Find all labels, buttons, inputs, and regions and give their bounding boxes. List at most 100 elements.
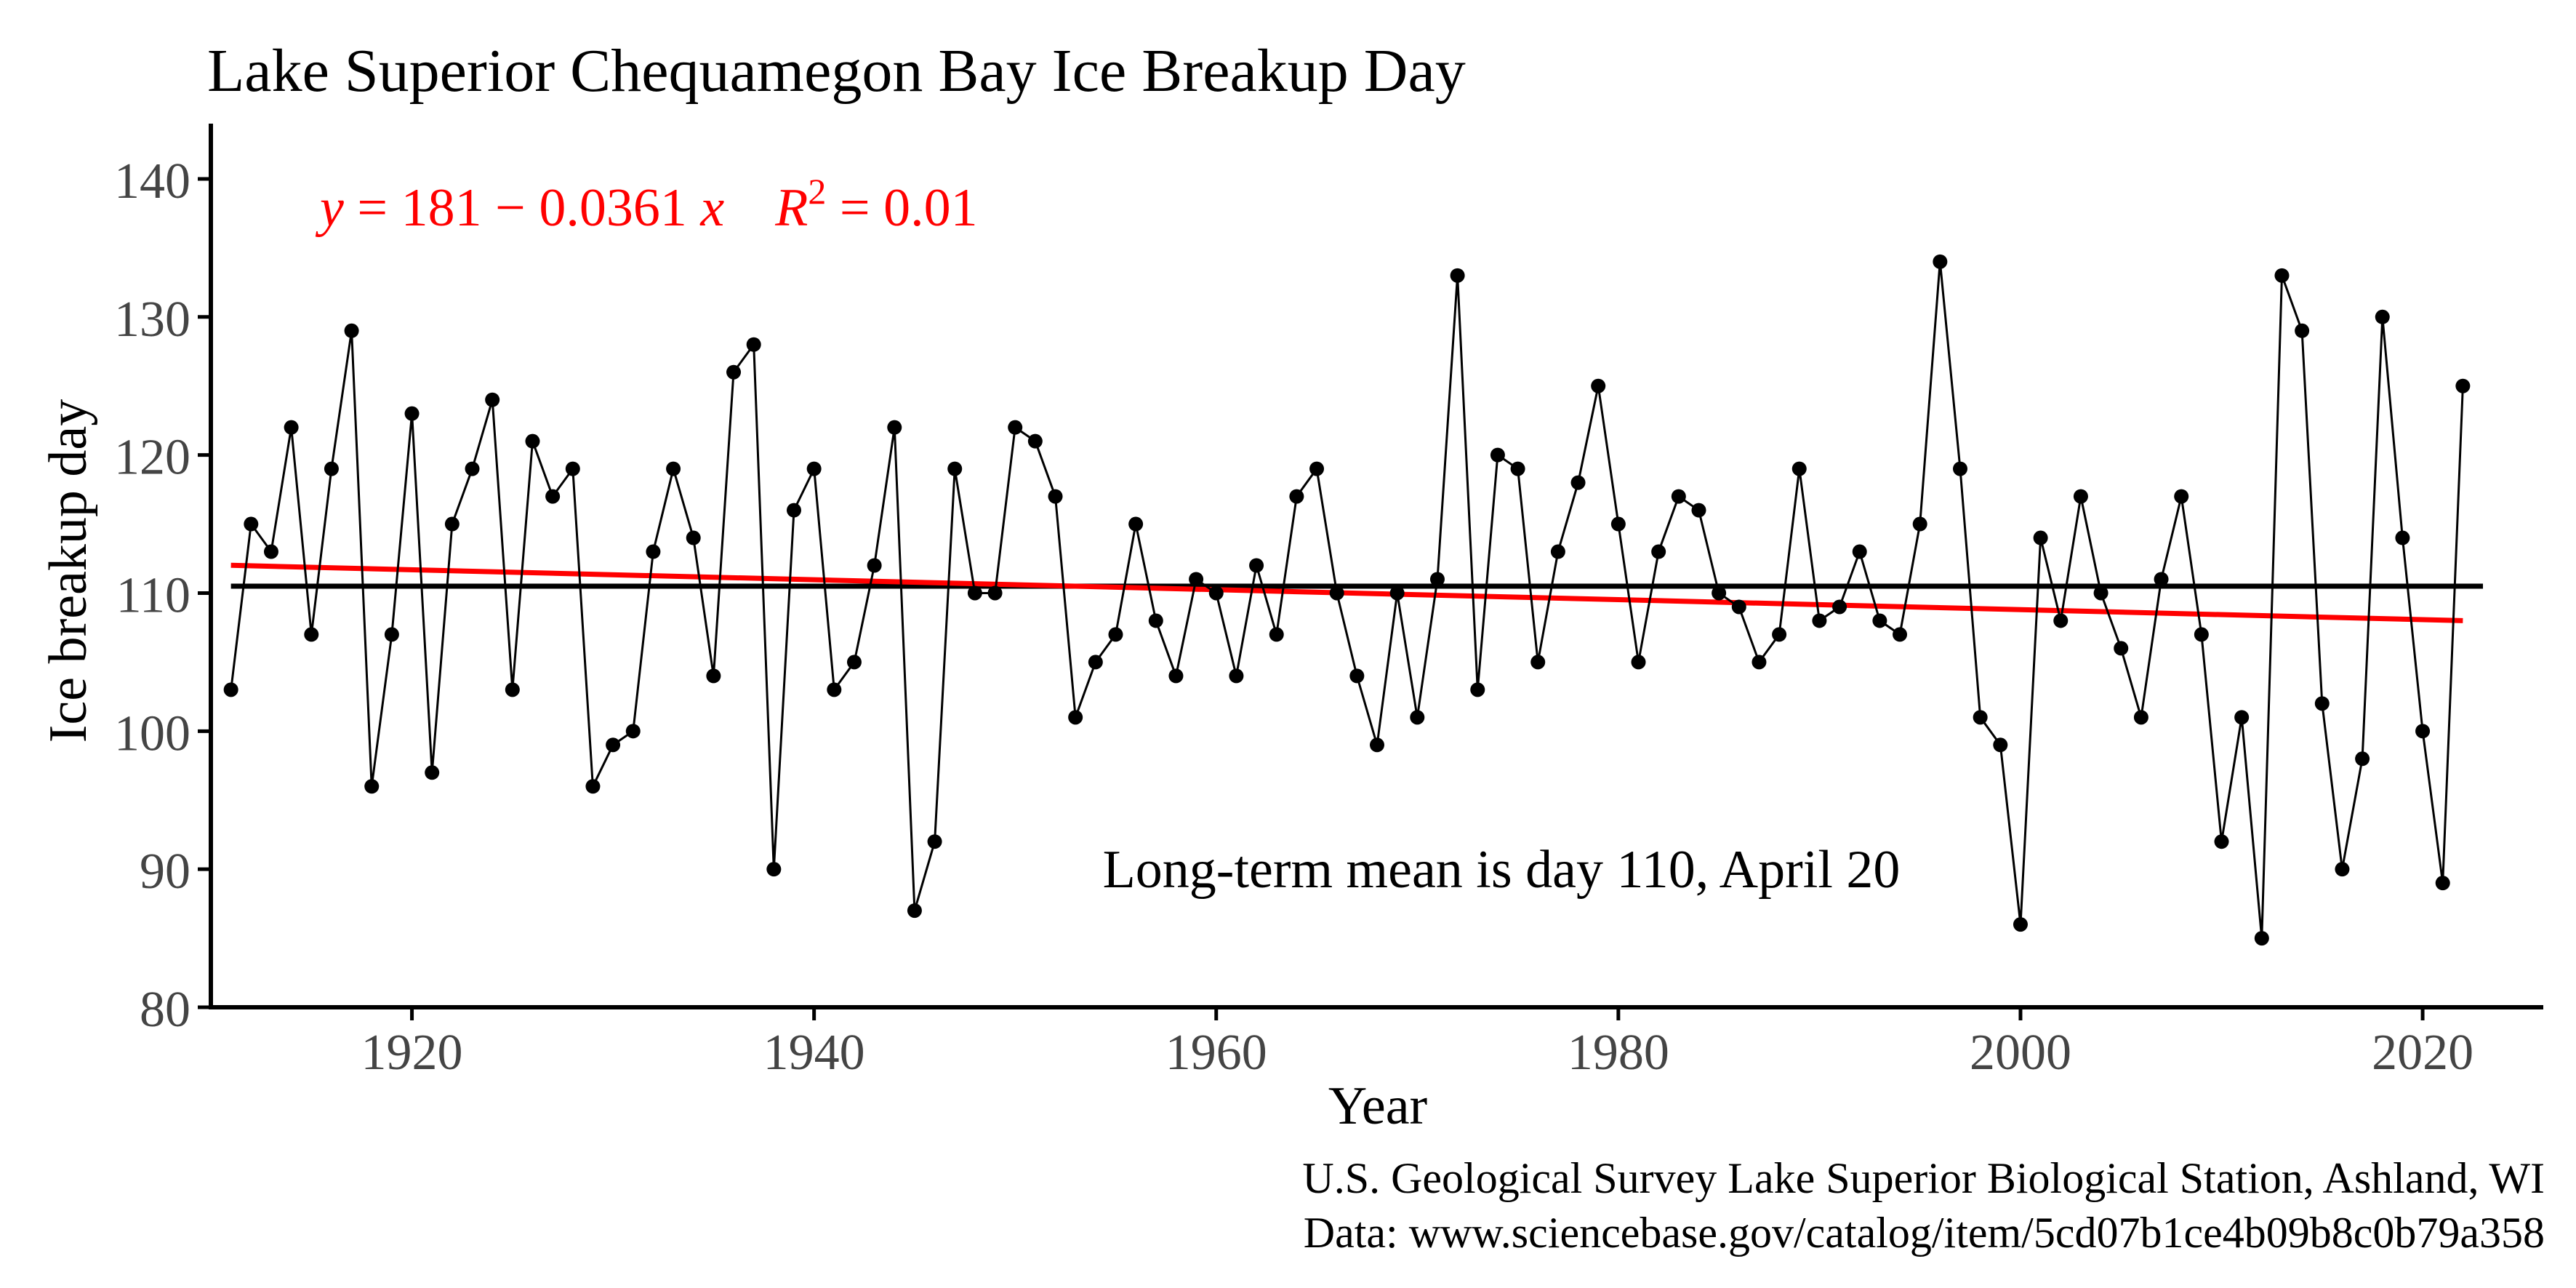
y-tick-label: 110 <box>116 567 190 623</box>
x-tick-label: 2020 <box>2372 1025 2473 1081</box>
data-point <box>827 682 842 697</box>
series-line <box>230 261 2464 939</box>
data-point <box>987 585 1003 601</box>
data-point <box>1510 461 1525 476</box>
data-point <box>344 323 359 338</box>
data-point <box>1530 655 1546 670</box>
data-point <box>1893 627 1908 642</box>
x-tick-label: 2000 <box>1970 1025 2071 1081</box>
data-point <box>947 461 963 476</box>
y-tick-label: 120 <box>114 430 190 486</box>
x-axis-title: Year <box>1328 1076 1427 1136</box>
y-axis-ticks: 80 90 100 110 120 130 140 <box>114 153 211 1038</box>
data-point <box>606 737 621 753</box>
data-point <box>726 364 742 380</box>
data-point <box>806 461 822 476</box>
data-point <box>2455 378 2471 393</box>
data-point <box>1731 599 1746 615</box>
data-point <box>364 779 380 794</box>
data-point <box>1470 682 1485 697</box>
y-tick-label: 90 <box>140 844 190 900</box>
data-point <box>967 585 982 601</box>
data-point <box>1329 585 1344 601</box>
data-point <box>2375 309 2390 324</box>
data-point <box>525 433 540 449</box>
data-point <box>2033 530 2048 545</box>
data-point <box>867 558 882 573</box>
data-point <box>263 544 278 559</box>
data-point <box>1289 489 1304 504</box>
data-point <box>1973 710 1988 725</box>
data-point <box>304 627 319 642</box>
data-point <box>444 516 460 532</box>
data-point <box>1610 516 1626 532</box>
data-series <box>223 254 2471 946</box>
mean-annotation: Long-term mean is day 110, April 20 <box>1103 840 1901 900</box>
x-tick-label: 1960 <box>1165 1025 1267 1081</box>
data-point <box>284 420 299 435</box>
data-point <box>2133 710 2148 725</box>
data-point <box>887 420 902 435</box>
data-point <box>787 503 801 518</box>
data-point <box>2335 862 2350 877</box>
data-point <box>1429 572 1445 587</box>
data-point <box>2254 931 2269 946</box>
data-point <box>505 682 520 697</box>
data-point <box>1570 475 1586 490</box>
data-point <box>646 544 661 559</box>
data-point <box>1791 461 1807 476</box>
data-point <box>1712 585 1727 601</box>
data-point <box>2194 627 2209 642</box>
data-point <box>1389 585 1405 601</box>
y-tick-label: 100 <box>114 705 190 761</box>
data-point <box>1691 503 1706 518</box>
data-point <box>2114 641 2129 656</box>
data-point <box>846 655 862 670</box>
data-point <box>2415 724 2431 739</box>
data-point <box>1148 613 1163 628</box>
data-point <box>1591 378 1606 393</box>
data-point <box>1410 710 1425 725</box>
y-tick-label: 80 <box>140 982 190 1038</box>
data-point <box>244 516 259 532</box>
data-point <box>565 461 580 476</box>
data-point <box>1168 668 1184 684</box>
data-point <box>907 903 922 919</box>
chart-title: Lake Superior Chequamegon Bay Ice Breaku… <box>207 37 1466 105</box>
data-point <box>1229 668 1244 684</box>
data-point <box>1027 433 1043 449</box>
data-point <box>2053 613 2069 628</box>
caption-data-url: Data: www.sciencebase.gov/catalog/item/5… <box>1304 1209 2545 1257</box>
data-point <box>1752 655 1767 670</box>
x-axis-ticks: 1920 1940 1960 1980 2000 2020 <box>361 1007 2473 1081</box>
data-point <box>1269 627 1284 642</box>
data-point <box>585 779 601 794</box>
data-point <box>2154 572 2169 587</box>
data-point <box>706 668 721 684</box>
y-axis-title: Ice breakup day <box>39 399 98 743</box>
data-point <box>2174 489 2189 504</box>
data-point <box>404 406 420 421</box>
data-point <box>1068 710 1083 725</box>
data-point <box>625 724 641 739</box>
data-point <box>324 461 339 476</box>
data-point <box>1088 655 1103 670</box>
data-point <box>1872 613 1887 628</box>
y-tick-label: 130 <box>114 292 190 348</box>
data-point <box>1933 254 1948 269</box>
data-point <box>686 530 701 545</box>
data-point <box>666 461 681 476</box>
data-point <box>1631 655 1646 670</box>
data-point <box>2093 585 2108 601</box>
data-point <box>1772 627 1787 642</box>
data-point <box>1832 599 1847 615</box>
data-point <box>766 862 782 877</box>
data-point <box>1108 627 1123 642</box>
data-point <box>384 627 399 642</box>
data-point <box>927 834 942 849</box>
data-point <box>2355 751 2370 767</box>
data-point <box>485 392 500 407</box>
data-point <box>2073 489 2088 504</box>
data-point <box>2435 876 2450 891</box>
data-point <box>1309 461 1325 476</box>
